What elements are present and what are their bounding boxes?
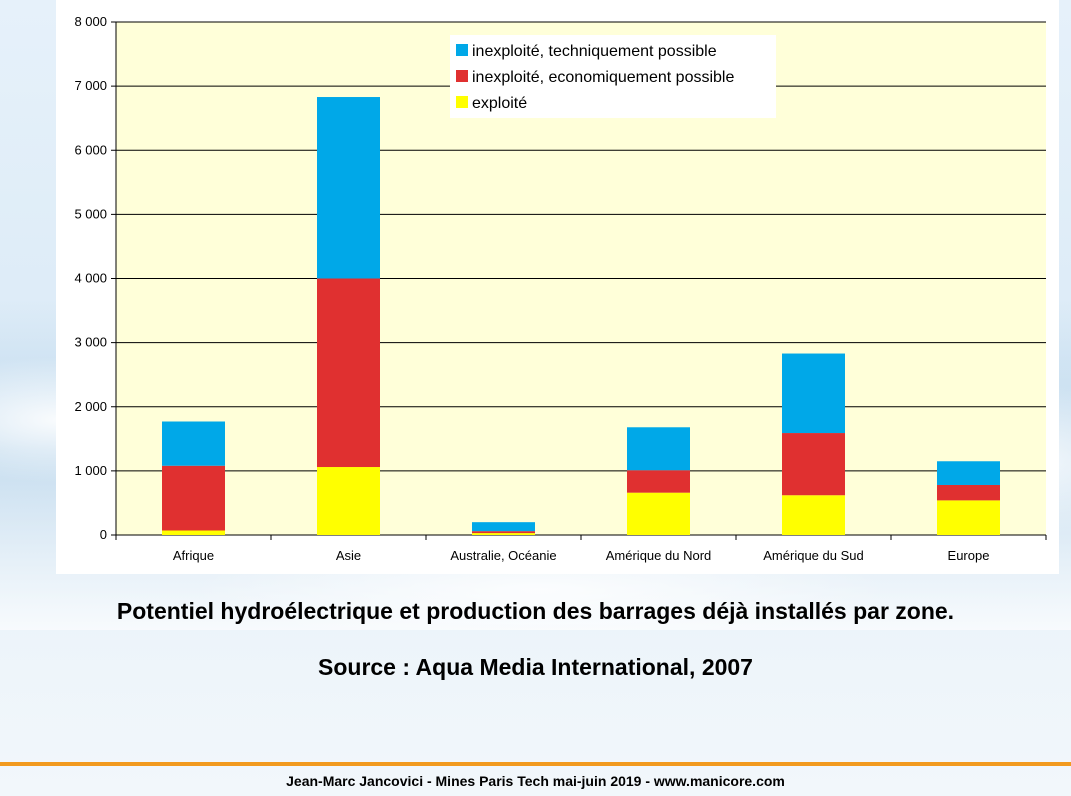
y-tick-label: 7 000 bbox=[74, 78, 107, 93]
bar-segment bbox=[782, 495, 845, 535]
y-tick-label: 3 000 bbox=[74, 335, 107, 350]
bar-segment bbox=[627, 427, 690, 471]
chart-caption-title: Potentiel hydroélectrique et production … bbox=[116, 598, 955, 624]
legend-entry: inexploité, economiquement possible bbox=[472, 69, 734, 86]
legend-box bbox=[450, 35, 776, 118]
x-tick-label: Amérique du Sud bbox=[763, 548, 863, 563]
y-tick-label: 0 bbox=[100, 527, 107, 542]
bar-segment bbox=[162, 530, 225, 535]
legend-swatch bbox=[456, 70, 468, 82]
bar-segment bbox=[627, 470, 690, 493]
footer-divider bbox=[0, 762, 1071, 766]
y-tick-label: 8 000 bbox=[74, 14, 107, 29]
chart-panel: 0 1 000 2 000 3 000 4 000 5 000 6 000 7 000 8 00… bbox=[56, 0, 1059, 574]
legend-swatch bbox=[456, 44, 468, 56]
x-tick-label: Afrique bbox=[173, 548, 214, 563]
y-tick-label: 4 000 bbox=[74, 271, 107, 286]
legend-entry: inexploité, techniquement possible bbox=[472, 43, 717, 60]
chart-caption-source: Source : Aqua Media International, 2007 bbox=[318, 654, 753, 680]
stacked-bar-chart: 0 1 000 2 000 3 000 4 000 5 000 6 000 7 000 8 00… bbox=[74, 14, 1047, 563]
bar-segment bbox=[317, 467, 380, 535]
x-tick-label: Australie, Océanie bbox=[450, 548, 556, 563]
bar-segment bbox=[472, 533, 535, 535]
bar-segment bbox=[782, 353, 845, 434]
legend-swatch bbox=[456, 96, 468, 108]
bar-segment bbox=[317, 97, 380, 279]
bar-segment bbox=[937, 484, 1000, 501]
y-tick-label: 1 000 bbox=[74, 463, 107, 478]
bar-segment bbox=[472, 522, 535, 532]
bar-segment bbox=[937, 500, 1000, 535]
y-tick-label: 6 000 bbox=[74, 142, 107, 157]
bar-segment bbox=[317, 278, 380, 468]
footer-credit: Jean-Marc Jancovici - Mines Paris Tech m… bbox=[286, 773, 785, 789]
bar-segment bbox=[782, 433, 845, 496]
y-tick-label: 5 000 bbox=[74, 206, 107, 221]
x-tick-label: Europe bbox=[948, 548, 990, 563]
legend-entry: exploité bbox=[472, 95, 527, 112]
bar-segment bbox=[162, 465, 225, 531]
bar-segment bbox=[627, 492, 690, 535]
y-tick-label: 2 000 bbox=[74, 399, 107, 414]
x-tick-label: Amérique du Nord bbox=[606, 548, 712, 563]
bar-segment bbox=[937, 461, 1000, 485]
bar-segment bbox=[472, 531, 535, 534]
x-tick-label: Asie bbox=[336, 548, 361, 563]
bar-segment bbox=[162, 421, 225, 466]
